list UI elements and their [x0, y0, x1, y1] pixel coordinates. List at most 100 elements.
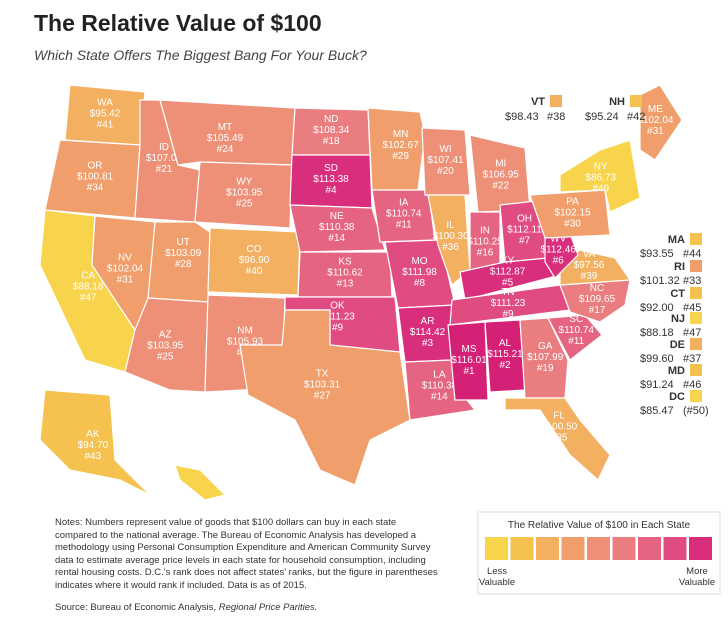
state-shape: [504, 397, 611, 481]
callout-swatch: [550, 95, 562, 107]
state-value: $100.81: [77, 171, 114, 182]
state-value: $111.23: [320, 312, 355, 323]
callout-abbr: MA: [668, 234, 685, 246]
state-shape: [194, 161, 293, 229]
state-rank: #25: [236, 198, 253, 209]
state-rank: #22: [492, 180, 509, 191]
states: WA$95.42#41OR$100.81#34CA$88.18#47NV$102…: [39, 84, 683, 501]
callout-abbr: VT: [531, 96, 545, 108]
state-abbr: PA: [566, 197, 579, 208]
callout-rank: #38: [547, 111, 565, 123]
state-value: $103.31: [304, 379, 341, 390]
legend-swatch: [536, 537, 559, 560]
state-shape: [547, 314, 603, 361]
state-rank: #11: [568, 336, 584, 347]
state-abbr: WY: [236, 176, 252, 187]
state-abbr: OH: [517, 213, 532, 224]
source-label: Source: Bureau of Economic Analysis,: [55, 602, 217, 613]
state-rank: #39: [581, 271, 598, 282]
state-value: $110.74: [386, 209, 422, 220]
state-shape: [421, 127, 471, 196]
legend-high: More Valuable: [679, 566, 715, 588]
state-rank: #43: [85, 451, 102, 462]
callout-value: $93.55: [640, 248, 674, 260]
state-rank: #21: [156, 164, 173, 175]
state-abbr: FL: [553, 410, 565, 421]
state-abbr: WV: [550, 234, 566, 245]
state-value: $84.18: [150, 453, 181, 464]
state-abbr: MI: [495, 158, 506, 169]
state-rank: #13: [337, 279, 354, 290]
state-abbr: MT: [218, 122, 232, 133]
callout-value: $101.32: [640, 275, 680, 287]
state-rank: #40: [246, 266, 263, 277]
callout-rank: #47: [683, 327, 701, 339]
state-abbr: KS: [338, 257, 352, 268]
state-value: $102.04: [107, 264, 144, 275]
state-shape: [519, 317, 569, 399]
callout-swatch: [630, 95, 642, 107]
state-value: $110.25: [467, 237, 503, 248]
state-rank: #24: [217, 144, 234, 155]
state-value: $110.62: [327, 268, 363, 279]
callout-swatch: [690, 287, 702, 299]
callout-swatch: [690, 260, 702, 272]
state-shape: [239, 309, 411, 486]
state-value: $105.93: [227, 336, 264, 347]
callout-rank: #37: [683, 353, 701, 365]
state-value: $100.30: [433, 231, 470, 242]
state-rank: #31: [117, 275, 134, 286]
state-abbr: GA: [538, 341, 553, 352]
legend-swatch: [510, 537, 534, 560]
state-abbr: IL: [446, 220, 455, 231]
state-rank: #4: [325, 185, 337, 196]
state-value: $102.67: [383, 140, 420, 151]
state-rank: #6: [553, 256, 565, 267]
state-abbr: ME: [648, 104, 663, 115]
callout-abbr: RI: [674, 261, 685, 273]
callout-rank: #45: [683, 302, 701, 314]
state-value: $115.21: [487, 349, 523, 360]
state-value: $110.38: [422, 380, 458, 391]
state-abbr: TX: [316, 368, 329, 379]
callout-abbr: NH: [609, 96, 625, 108]
state-rank: #34: [87, 182, 104, 193]
callout-swatch: [690, 364, 702, 376]
callout-value: $92.00: [640, 302, 674, 314]
state-rank: #3: [422, 338, 434, 349]
state-abbr: OR: [88, 160, 103, 171]
state-abbr: NY: [594, 162, 608, 173]
state-rank: #9: [502, 309, 514, 320]
callout-value: $85.47: [640, 405, 674, 417]
state-abbr: UT: [177, 237, 190, 248]
state-rank: #8: [414, 278, 426, 289]
state-rank: #27: [314, 390, 331, 401]
state-shape: [447, 321, 489, 401]
state-abbr: ND: [324, 114, 338, 125]
state-abbr: WI: [439, 144, 451, 155]
state-abbr: IN: [480, 226, 490, 237]
state-abbr: NM: [237, 325, 253, 336]
state-rank: #14: [328, 233, 345, 244]
state-shape: [39, 389, 151, 496]
state-rank: #16: [477, 248, 494, 259]
state-rank: #18: [323, 136, 340, 147]
callout-value: $88.18: [640, 327, 674, 339]
callout-swatch: [690, 312, 702, 324]
callout-value: $95.24: [585, 111, 619, 123]
callout-rank: #33: [683, 275, 701, 287]
state-abbr: VA: [583, 249, 596, 260]
state-rank: #49: [592, 184, 609, 195]
state-value: $100.50: [541, 421, 578, 432]
legend-title: The Relative Value of $100 in Each State: [508, 520, 691, 531]
legend-swatch: [689, 537, 712, 560]
legend-swatch: [612, 537, 636, 560]
state-abbr: IA: [399, 198, 409, 209]
legend-swatch: [485, 537, 508, 560]
subtitle: Which State Offers The Biggest Bang For …: [34, 47, 367, 63]
state-rank: #20: [437, 166, 454, 177]
state-value: $96.90: [239, 255, 270, 266]
